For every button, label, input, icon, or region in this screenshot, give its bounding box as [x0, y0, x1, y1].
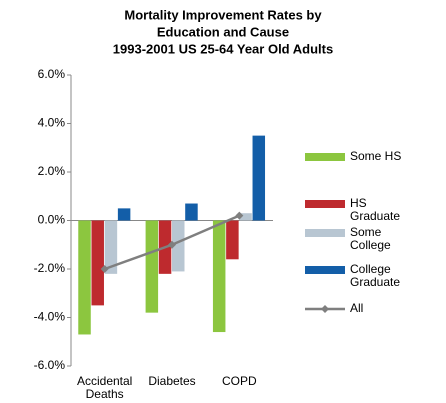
bar [185, 203, 198, 221]
y-tick-label: 4.0% [38, 116, 66, 130]
bar [91, 220, 104, 306]
legend-label: All [350, 301, 364, 315]
y-tick-label: 0.0% [38, 213, 66, 227]
x-tick-label: COPD [221, 374, 257, 388]
chart-title: Mortality Improvement Rates by [124, 7, 322, 22]
y-tick-label: -6.0% [34, 358, 66, 372]
chart-title: Education and Cause [157, 24, 289, 39]
legend-swatch [305, 229, 345, 237]
x-tick-label: Diabetes [148, 374, 196, 388]
bar [78, 220, 91, 335]
legend-swatch [305, 153, 345, 161]
bar [117, 208, 131, 221]
legend-label: Some HS [350, 149, 402, 163]
bar [212, 220, 226, 333]
x-tick-label: Accidental Deaths [76, 374, 133, 401]
y-tick-label: -2.0% [34, 261, 66, 275]
marker [235, 211, 244, 220]
marker [168, 240, 176, 249]
legend-label: HS Graduate [350, 196, 401, 223]
bar [104, 220, 118, 274]
y-tick-label: 2.0% [38, 164, 66, 178]
bar [145, 220, 159, 313]
bar [226, 220, 239, 260]
legend-swatch [305, 266, 345, 274]
legend-label: Some College [350, 225, 391, 252]
legend-swatch [305, 200, 345, 208]
y-tick-label: -4.0% [34, 310, 66, 324]
legend-label: College Graduate [350, 262, 401, 289]
marker [100, 265, 109, 273]
bar [239, 213, 252, 221]
bar [252, 135, 266, 221]
legend-marker [321, 305, 329, 313]
chart-title: 1993-2001 US 25-64 Year Old Adults [113, 41, 333, 56]
bar [172, 220, 185, 272]
y-tick-label: 6.0% [38, 67, 66, 81]
